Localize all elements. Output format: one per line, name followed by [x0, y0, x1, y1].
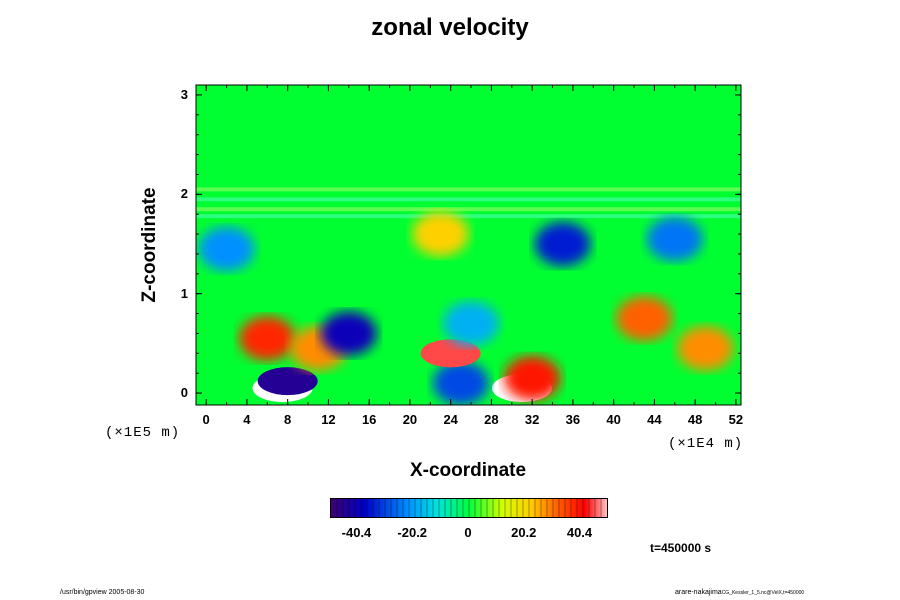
velocity-feature [239, 316, 296, 361]
velocity-feature [420, 339, 481, 368]
x-tick-label: 32 [524, 412, 540, 427]
velocity-feature [646, 217, 703, 262]
velocity-feature [257, 367, 318, 396]
colorbar-tick-label: 20.2 [511, 525, 537, 540]
stratification-band [196, 197, 741, 202]
y-tick-label: 2 [180, 186, 188, 202]
velocity-feature [504, 356, 561, 401]
x-tick-label: 16 [361, 412, 377, 427]
x-tick-label: 24 [443, 412, 458, 427]
footer-source: arare-nakajimaCG_Kessler_1_5.nc@VelX,t=4… [675, 589, 804, 596]
heatmap-field [196, 187, 741, 405]
stratification-band [196, 207, 741, 212]
stratification-band [196, 187, 741, 192]
axis-ticks [196, 85, 741, 405]
velocity-feature [677, 326, 734, 371]
velocity-feature [534, 222, 591, 267]
x-tick-label: 0 [202, 412, 210, 427]
velocity-feature [616, 296, 673, 341]
x-tick-label: 40 [606, 412, 621, 427]
x-tick-label: 36 [565, 412, 581, 427]
velocity-feature [412, 212, 469, 257]
x-tick-label: 48 [687, 412, 703, 427]
x-tick-label: 52 [728, 412, 744, 427]
velocity-feature [443, 301, 500, 346]
x-tick-label: 4 [243, 412, 251, 427]
velocity-feature [320, 311, 377, 356]
colorbar [330, 498, 608, 518]
colorbar-tick-label: 0 [464, 525, 472, 540]
plot-frame [195, 84, 742, 406]
footer-user: arare-nakajima [675, 589, 722, 596]
time-label: t=450000 s [650, 541, 712, 555]
y-axis-label: Z-coordinate [139, 187, 160, 303]
x-tick-label: 44 [647, 412, 662, 427]
footer-file: CG_Kessler_1_5.nc@VelX,t=450000 [721, 590, 805, 596]
chart-title: zonal velocity [371, 14, 529, 41]
x-tick-label: 28 [484, 412, 499, 427]
footer-command: /usr/bin/gpview 2005-08-30 [60, 589, 145, 596]
velocity-feature [432, 361, 489, 405]
colorbar-tick-label: -20.2 [397, 525, 428, 540]
x-tick-label: 8 [284, 412, 292, 427]
y-scale-label: (×1E5 m) [105, 425, 181, 441]
y-tick-label: 1 [180, 285, 188, 301]
y-tick-label: 0 [180, 385, 188, 401]
velocity-feature [198, 226, 255, 271]
x-tick-label: 12 [321, 412, 336, 427]
x-axis-label: X-coordinate [409, 460, 527, 481]
colorbar-tick-label: 40.4 [566, 525, 593, 540]
colorbar-tick-label: -40.4 [341, 525, 372, 540]
y-tick-label: 3 [180, 86, 188, 102]
x-scale-label: (×1E4 m) [668, 436, 744, 452]
stratification-band [196, 214, 741, 219]
x-tick-label: 20 [402, 412, 418, 427]
